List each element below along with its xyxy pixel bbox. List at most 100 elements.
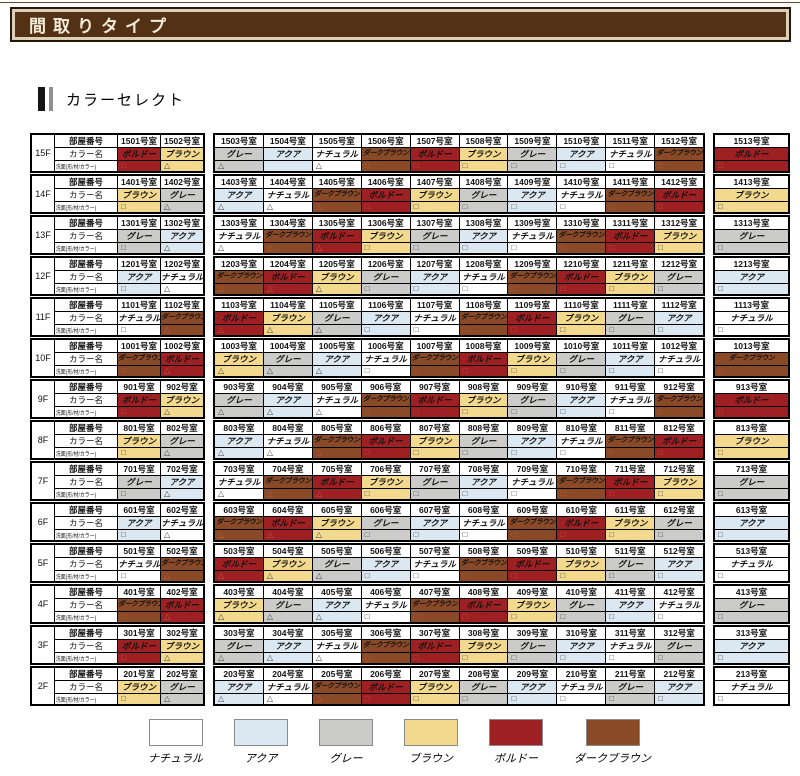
room-number: 704号室 bbox=[263, 463, 312, 476]
washstand-symbol: □ bbox=[655, 325, 704, 335]
color-name-row-label: カラー名 bbox=[55, 312, 117, 325]
room-cell: 1501号室 ボルドー □ bbox=[118, 135, 161, 171]
room-cell: 1007号室 ダークブラウン □ bbox=[410, 340, 460, 376]
floor-left-block: 11F 部屋番号 カラー名 洗面(形/材/カラー) 1101号室 ナチュラル □ 1102号室… bbox=[30, 297, 205, 337]
legend-swatch bbox=[234, 719, 288, 746]
washstand-symbol: □ bbox=[361, 407, 410, 417]
room-cell: 309号室 グレー □ bbox=[508, 627, 558, 663]
washstand-symbol: □ bbox=[118, 366, 160, 376]
legend-swatch bbox=[404, 719, 458, 746]
washstand-symbol: □ bbox=[606, 243, 655, 253]
room-number-row-label: 部屋番号 bbox=[55, 668, 117, 681]
washstand-symbol: □ bbox=[606, 612, 655, 622]
room-cell: 710号室 ダークブラウン □ bbox=[557, 463, 607, 499]
room-color-name: グレー bbox=[118, 230, 160, 243]
room-color-name: ボルドー bbox=[410, 394, 459, 407]
washstand-symbol: □ bbox=[606, 489, 655, 499]
room-number: 1107号室 bbox=[410, 299, 459, 312]
room-color-name: ブラウン bbox=[118, 435, 160, 448]
room-number: 1407号室 bbox=[410, 176, 459, 189]
room-color-name: ボルドー bbox=[263, 271, 312, 284]
room-number: 1003号室 bbox=[215, 340, 263, 353]
room-cell: 1205号室 ブラウン △ bbox=[312, 258, 362, 294]
washstand-symbol: □ bbox=[118, 530, 160, 540]
floor-right-block: 1213号室 アクア □ bbox=[713, 256, 790, 296]
room-number: 808号室 bbox=[459, 422, 508, 435]
room-cell: 908号室 ブラウン □ bbox=[459, 381, 509, 417]
room-color-name: ナチュラル bbox=[557, 435, 606, 448]
room-number: 605号室 bbox=[312, 504, 361, 517]
floor-label: 15F bbox=[32, 135, 55, 171]
room-number-row-label: 部屋番号 bbox=[55, 422, 117, 435]
washstand-symbol: □ bbox=[715, 530, 788, 540]
room-cell: 613号室 アクア □ bbox=[715, 504, 788, 540]
room-number: 1505号室 bbox=[312, 135, 361, 148]
washstand-symbol: □ bbox=[410, 325, 459, 335]
room-cell: 1011号室 アクア □ bbox=[606, 340, 656, 376]
room-number: 1201号室 bbox=[118, 258, 160, 271]
room-number: 1102号室 bbox=[161, 299, 203, 312]
washstand-symbol: □ bbox=[655, 161, 704, 171]
floor-label: 13F bbox=[32, 217, 55, 253]
washstand-symbol: △ bbox=[263, 571, 312, 581]
room-cell: 1013号室 ダークブラウン □ bbox=[715, 340, 788, 376]
room-number: 608号室 bbox=[459, 504, 508, 517]
room-cell: 707号室 グレー □ bbox=[410, 463, 460, 499]
washstand-symbol: □ bbox=[655, 694, 704, 704]
room-color-name: ボルドー bbox=[459, 599, 508, 612]
room-color-name: ナチュラル bbox=[557, 189, 606, 202]
room-cell: 1510号室 アクア □ bbox=[557, 135, 607, 171]
floor-mid-block: 803号室 アクア △ 804号室 ナチュラル △ 805号室 ダークブラウン △ 806号室 ボル… bbox=[213, 420, 705, 460]
room-cell: 906号室 ダークブラウン □ bbox=[361, 381, 411, 417]
room-color-name: アクア bbox=[361, 312, 410, 325]
room-color-name: アクア bbox=[606, 353, 655, 366]
room-color-name: ブラウン bbox=[410, 435, 459, 448]
floor-mid-block: 1403号室 アクア △ 1404号室 ナチュラル △ 1405号室 ダークブラウン △ 1406… bbox=[213, 174, 705, 214]
room-cell: 1113号室 ナチュラル □ bbox=[715, 299, 788, 335]
room-cell: 704号室 ダークブラウン △ bbox=[263, 463, 313, 499]
room-number: 1101号室 bbox=[118, 299, 160, 312]
room-number: 1405号室 bbox=[312, 176, 361, 189]
row-labels: 部屋番号 カラー名 洗面(形/材/カラー) bbox=[55, 545, 118, 581]
room-number: 706号室 bbox=[361, 463, 410, 476]
room-number: 513号室 bbox=[715, 545, 788, 558]
washstand-symbol: □ bbox=[715, 694, 788, 704]
washstand-symbol: □ bbox=[557, 653, 606, 663]
room-color-name: ボルドー bbox=[215, 558, 263, 571]
room-number: 506号室 bbox=[361, 545, 410, 558]
room-cell: 603号室 ダークブラウン △ bbox=[215, 504, 264, 540]
room-color-name: ボルドー bbox=[655, 189, 704, 202]
room-color-name: ナチュラル bbox=[508, 476, 557, 489]
room-number: 1411号室 bbox=[606, 176, 655, 189]
washstand-symbol: □ bbox=[361, 489, 410, 499]
room-cell: 406号室 ナチュラル □ bbox=[361, 586, 411, 622]
washstand-symbol: □ bbox=[557, 489, 606, 499]
room-color-name: ナチュラル bbox=[161, 271, 203, 284]
washstand-symbol: □ bbox=[459, 448, 508, 458]
room-color-name: ブラウン bbox=[161, 640, 203, 653]
washstand-symbol: □ bbox=[557, 325, 606, 335]
room-cell: 505号室 グレー △ bbox=[312, 545, 362, 581]
room-color-name: グレー bbox=[410, 476, 459, 489]
room-number: 1010号室 bbox=[557, 340, 606, 353]
washstand-symbol: △ bbox=[215, 407, 263, 417]
washstand-symbol: □ bbox=[459, 571, 508, 581]
washstand-symbol: □ bbox=[410, 243, 459, 253]
room-number: 1312号室 bbox=[655, 217, 704, 230]
room-cell: 910号室 アクア □ bbox=[557, 381, 607, 417]
washstand-symbol: □ bbox=[459, 243, 508, 253]
legend-item: ナチュラル bbox=[148, 719, 203, 766]
washstand-symbol: △ bbox=[263, 284, 312, 294]
color-name-row-label: カラー名 bbox=[55, 394, 117, 407]
room-color-name: ナチュラル bbox=[215, 476, 263, 489]
room-number: 1506号室 bbox=[361, 135, 410, 148]
room-color-name: ナチュラル bbox=[312, 148, 361, 161]
room-cell: 1210号室 ボルドー □ bbox=[557, 258, 607, 294]
room-number: 205号室 bbox=[312, 668, 361, 681]
room-number: 203号室 bbox=[215, 668, 263, 681]
room-cell: 1309号室 ナチュラル □ bbox=[508, 217, 558, 253]
room-color-name: ブラウン bbox=[312, 517, 361, 530]
color-name-row-label: カラー名 bbox=[55, 230, 117, 243]
room-number: 1512号室 bbox=[655, 135, 704, 148]
room-number: 611号室 bbox=[606, 504, 655, 517]
